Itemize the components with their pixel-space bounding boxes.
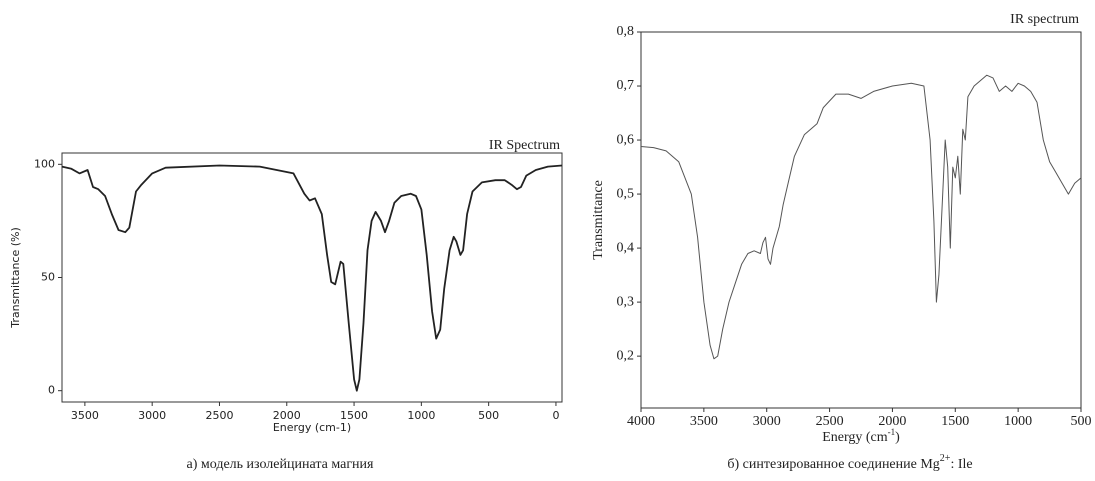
caption-text: а) модель изолейцината магния [187, 457, 375, 472]
x-axis-label-text: Energy (cm-1) [273, 421, 351, 434]
chart-title: IR Spectrum [489, 138, 560, 153]
x-tick-label: 1000 [1004, 414, 1032, 429]
caption: а) модель изолейцината магния [187, 457, 375, 472]
x-axis-label-text: Energy (cm [822, 430, 888, 445]
x-tick-label: 0 [552, 409, 559, 422]
x-tick-label: 3500 [690, 414, 718, 429]
x-tick-label: 1000 [407, 409, 435, 422]
x-tick-label: 2000 [273, 409, 301, 422]
x-tick-label: 3000 [138, 409, 166, 422]
x-axis-label: Energy (cm-1) [822, 427, 900, 445]
x-tick-label: 500 [478, 409, 499, 422]
spectrum-line [61, 164, 563, 392]
chart-title: IR spectrum [1010, 12, 1079, 27]
y-axis-label: Transmittance [591, 180, 606, 260]
x-tick-label: 4000 [627, 414, 655, 429]
caption-text: б) синтезированное соединение Mg [727, 457, 939, 472]
y-tick-label: 0,6 [617, 132, 635, 147]
x-tick-label: 1500 [941, 414, 969, 429]
x-tick-label: 2500 [816, 414, 844, 429]
y-tick-label: 0,4 [617, 240, 635, 255]
y-tick-label: 0,3 [617, 294, 635, 309]
y-tick-label: 100 [34, 157, 55, 170]
x-tick-label: 3500 [71, 409, 99, 422]
x-tick-label: 500 [1071, 414, 1092, 429]
y-axis-label: Transmittance (%) [9, 227, 22, 329]
y-tick-label: 0,5 [617, 186, 635, 201]
y-tick-label: 0,2 [617, 348, 635, 363]
caption: б) синтезированное соединение Mg2+: Ile [727, 453, 972, 472]
plot-frame [640, 31, 1082, 409]
x-axis-label-end: ) [895, 430, 900, 445]
y-tick-label: 0,7 [617, 78, 635, 93]
x-tick-label: 2500 [205, 409, 233, 422]
x-axis-label: Energy (cm-1) [273, 421, 351, 434]
x-tick-label: 2000 [878, 414, 906, 429]
x-tick-label: 1500 [340, 409, 368, 422]
caption-end: : Ile [950, 457, 972, 472]
y-tick-label: 0,8 [617, 24, 635, 39]
y-tick-label: 50 [41, 271, 55, 284]
x-axis-label-sup: -1 [888, 427, 896, 437]
spectrum-line [640, 74, 1082, 360]
x-tick-label: 3000 [753, 414, 781, 429]
y-tick-label: 0 [48, 384, 55, 397]
caption-sup: 2+ [940, 453, 951, 464]
